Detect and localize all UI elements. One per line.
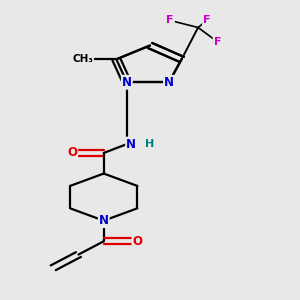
Text: F: F: [167, 15, 174, 26]
Text: N: N: [99, 214, 109, 227]
Text: F: F: [203, 15, 211, 26]
Text: O: O: [132, 235, 142, 248]
Text: F: F: [214, 37, 221, 46]
Text: N: N: [122, 76, 132, 89]
Text: CH₃: CH₃: [72, 54, 93, 64]
Text: H: H: [146, 139, 154, 149]
Text: N: N: [164, 76, 174, 89]
Text: N: N: [126, 138, 136, 151]
Text: O: O: [67, 146, 77, 159]
